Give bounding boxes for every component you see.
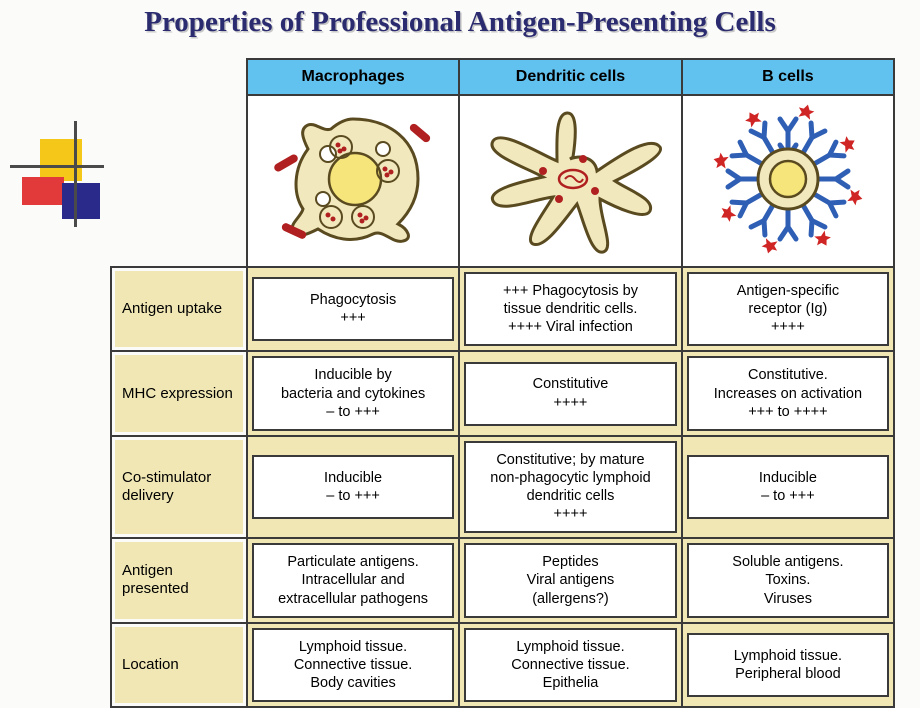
cell: +++ Phagocytosis by tissue dendritic cel… <box>464 272 677 346</box>
macrophage-illustration <box>247 95 459 267</box>
cell: Constitutive; by mature non-phagocytic l… <box>464 441 677 534</box>
cell: Antigen-specific receptor (Ig) ++++ <box>687 272 889 346</box>
dendritic-illustration <box>459 95 682 267</box>
row-label: Antigen presented <box>111 538 247 622</box>
cell: Phagocytosis +++ <box>252 277 454 341</box>
cell: Lymphoid tissue. Peripheral blood <box>687 633 889 697</box>
table-row: Antigen uptake Phagocytosis +++ +++ Phag… <box>111 267 894 351</box>
table-row: Antigen presented Particulate antigens. … <box>111 538 894 622</box>
table-row: MHC expression Inducible by bacteria and… <box>111 351 894 435</box>
cell: Constitutive. Increases on activation ++… <box>687 356 889 430</box>
col-header: Dendritic cells <box>459 59 682 95</box>
table-row: Co-stimulator delivery Inducible – to ++… <box>111 436 894 539</box>
bcell-illustration <box>682 95 894 267</box>
cell: Particulate antigens. Intracellular and … <box>252 543 454 617</box>
row-label: MHC expression <box>111 351 247 435</box>
cell: Lymphoid tissue. Connective tissue. Epit… <box>464 628 677 702</box>
row-label: Co-stimulator delivery <box>111 436 247 539</box>
row-label: Antigen uptake <box>111 267 247 351</box>
col-header: B cells <box>682 59 894 95</box>
table-row: Location Lymphoid tissue. Connective tis… <box>111 623 894 707</box>
cell: Constitutive ++++ <box>464 362 677 426</box>
cell: Inducible – to +++ <box>687 455 889 519</box>
cell: Soluble antigens. Toxins. Viruses <box>687 543 889 617</box>
apc-table: Macrophages Dendritic cells B cells <box>110 58 895 708</box>
row-label: Location <box>111 623 247 707</box>
col-header: Macrophages <box>247 59 459 95</box>
page-title: Properties of Professional Antigen-Prese… <box>0 6 920 39</box>
cell: Inducible – to +++ <box>252 455 454 519</box>
cell: Lymphoid tissue. Connective tissue. Body… <box>252 628 454 702</box>
cell: Inducible by bacteria and cytokines – to… <box>252 356 454 430</box>
cell: Peptides Viral antigens (allergens?) <box>464 543 677 617</box>
